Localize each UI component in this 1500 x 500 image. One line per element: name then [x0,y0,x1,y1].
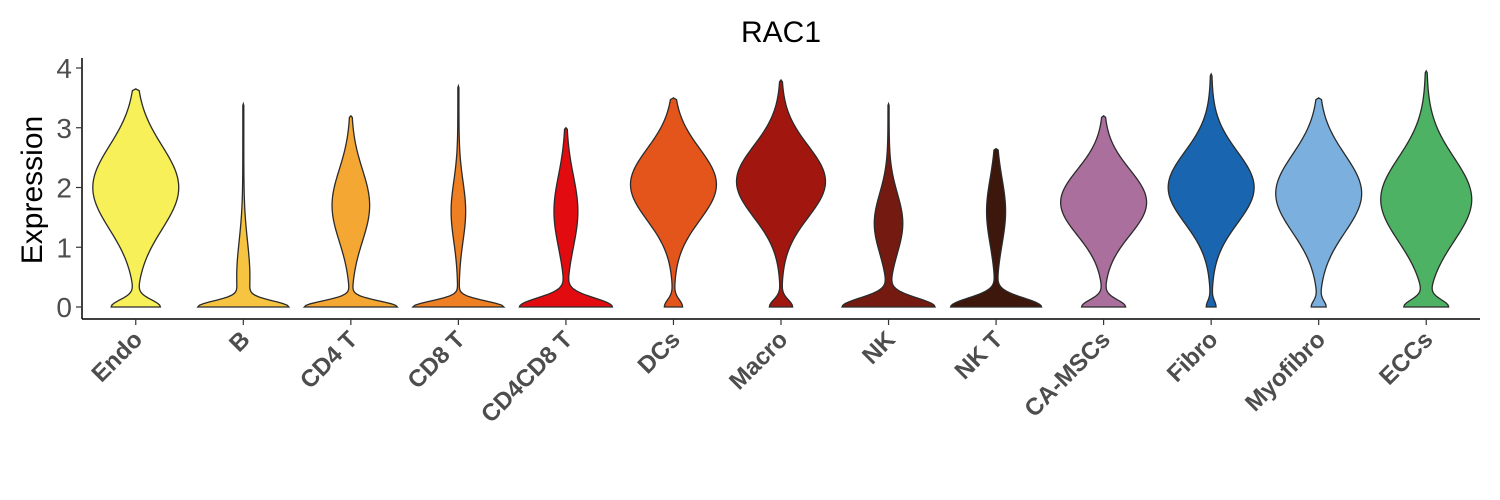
violin-eccs [1380,69,1473,308]
x-tick-label-cd8-t: CD8 T [403,326,471,394]
violin-b [196,101,291,308]
x-tick-label-nk-t: NK T [950,326,1009,385]
violin-cd8-t [411,83,506,308]
y-tick-label: 3 [56,113,72,144]
chart-title: RAC1 [741,16,821,49]
violin-cd4cd8-t [518,126,614,308]
x-tick-label-nk: NK [857,326,901,370]
x-axis: Endo B CD4 T CD8 T CD4CD8 T DCs Macro NK NK T CA-… [82,318,1480,428]
x-tick-label-b: B [224,326,255,357]
y-tick-label: 2 [56,173,72,204]
violin-macro [735,78,827,308]
violin-cd4-t [302,114,399,308]
violin-dcs [629,97,718,308]
x-tick-label-myofibro: Myofibro [1240,326,1331,417]
x-tick-label-ca-mscs: CA-MSCs [1019,326,1115,422]
violin-endo [92,88,180,308]
x-tick-label-cd4cd8-t: CD4CD8 T [476,326,578,428]
x-tick-label-cd4-t: CD4 T [295,326,363,394]
x-tick-label-eccs: ECCs [1374,326,1438,390]
y-axis: 0 1 2 3 4 [56,53,83,323]
y-tick-label: 0 [56,292,72,323]
violin-nk [841,101,937,308]
x-tick-label-dcs: DCs [633,326,686,379]
x-tick-label-macro: Macro [724,326,793,395]
y-tick-label: 4 [56,53,72,84]
y-axis-label: Expression [16,116,49,264]
violins-group [92,69,1473,308]
x-tick-label-fibro: Fibro [1162,326,1224,388]
violin-nk-t [949,147,1043,308]
violin-ca-mscs [1059,114,1148,308]
x-tick-label-endo: Endo [86,326,148,388]
violin-myofibro [1275,97,1363,308]
y-tick-label: 1 [56,232,72,263]
violin-fibro [1167,72,1255,308]
